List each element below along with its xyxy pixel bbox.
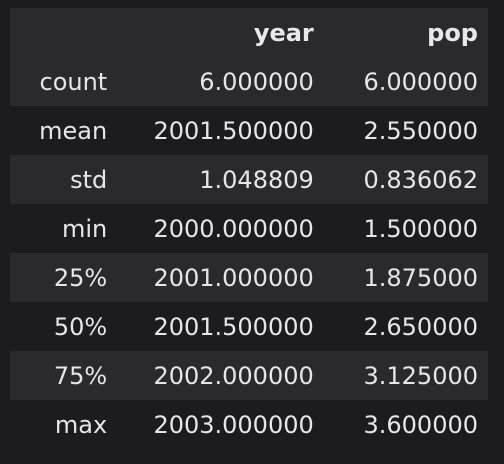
pop-cell: 2.550000: [323, 106, 488, 155]
row-label: count: [10, 57, 118, 106]
table-header: year pop: [10, 8, 488, 57]
year-cell: 2002.000000: [117, 351, 324, 400]
pop-cell: 0.836062: [323, 155, 488, 204]
pop-cell: 1.500000: [323, 204, 488, 253]
table-row: min 2000.000000 1.500000: [10, 204, 488, 253]
year-cell: 2000.000000: [117, 204, 324, 253]
table-row: mean 2001.500000 2.550000: [10, 106, 488, 155]
index-header-cell: [10, 8, 118, 57]
year-cell: 2001.500000: [117, 106, 324, 155]
describe-table: year pop count 6.000000 6.000000 mean 20…: [10, 8, 488, 449]
year-cell: 2001.500000: [117, 302, 324, 351]
column-header-pop: pop: [323, 8, 488, 57]
table-row: std 1.048809 0.836062: [10, 155, 488, 204]
table-row: 50% 2001.500000 2.650000: [10, 302, 488, 351]
year-cell: 2003.000000: [117, 400, 324, 449]
dataframe-output: year pop count 6.000000 6.000000 mean 20…: [10, 8, 488, 449]
pop-cell: 3.600000: [323, 400, 488, 449]
row-label: mean: [10, 106, 118, 155]
row-label: min: [10, 204, 118, 253]
row-label: max: [10, 400, 118, 449]
pop-cell: 6.000000: [323, 57, 488, 106]
table-body: count 6.000000 6.000000 mean 2001.500000…: [10, 57, 488, 449]
table-row: 75% 2002.000000 3.125000: [10, 351, 488, 400]
table-row: count 6.000000 6.000000: [10, 57, 488, 106]
year-cell: 6.000000: [117, 57, 324, 106]
header-row: year pop: [10, 8, 488, 57]
table-row: 25% 2001.000000 1.875000: [10, 253, 488, 302]
pop-cell: 3.125000: [323, 351, 488, 400]
row-label: 25%: [10, 253, 118, 302]
row-label: std: [10, 155, 118, 204]
row-label: 50%: [10, 302, 118, 351]
year-cell: 2001.000000: [117, 253, 324, 302]
pop-cell: 2.650000: [323, 302, 488, 351]
column-header-year: year: [117, 8, 324, 57]
pop-cell: 1.875000: [323, 253, 488, 302]
table-row: max 2003.000000 3.600000: [10, 400, 488, 449]
year-cell: 1.048809: [117, 155, 324, 204]
row-label: 75%: [10, 351, 118, 400]
